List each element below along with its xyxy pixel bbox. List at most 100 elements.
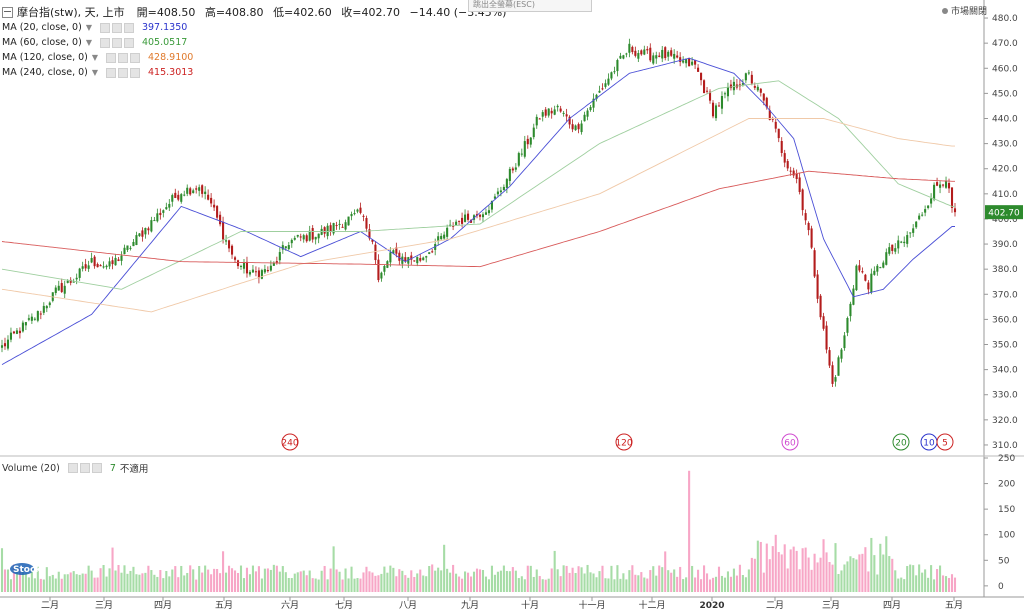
stock-logo: Stock [10, 563, 42, 575]
volume-bar [323, 565, 326, 592]
volume-bar [864, 547, 867, 592]
volume-bar [825, 552, 828, 592]
volume-bar [505, 570, 508, 592]
volume-bar [682, 579, 685, 592]
visibility-icon[interactable] [99, 37, 110, 48]
volume-bar [413, 576, 416, 592]
candle-body [377, 259, 380, 281]
volume-bar [738, 564, 741, 592]
indicator-value: 428.9100 [148, 51, 194, 63]
candle-body [311, 228, 314, 240]
candle-body [750, 74, 753, 84]
candle-body [153, 220, 156, 222]
indicator-buttons[interactable] [99, 37, 134, 48]
candle-body [198, 187, 201, 191]
volume-bar [723, 577, 727, 592]
volume-bar [272, 564, 275, 592]
indicator-row-ma240[interactable]: MA (240, close, 0) ▼ 415.3013 [2, 65, 512, 80]
candles [0, 38, 957, 388]
close-icon[interactable] [130, 52, 141, 63]
indicator-buttons[interactable] [106, 52, 141, 63]
indicator-buttons[interactable] [106, 67, 141, 78]
volume-bar [440, 570, 443, 592]
y-tick-label: 430.0 [992, 140, 1018, 150]
close-icon[interactable] [91, 463, 102, 473]
indicator-row-ma120[interactable]: MA (120, close, 0) ▼ 428.9100 [2, 50, 512, 65]
indicator-row-ma60[interactable]: MA (60, close, 0) ▼ 405.0517 [2, 35, 512, 50]
volume-bar [236, 572, 240, 592]
y-tick-label: 350.0 [992, 341, 1018, 351]
close-icon[interactable] [123, 22, 134, 33]
volume-bar [299, 571, 302, 592]
close-icon[interactable] [130, 67, 141, 78]
candle-body [33, 318, 36, 320]
chevron-down-icon[interactable]: ▼ [85, 22, 92, 32]
chevron-down-icon[interactable]: ▼ [85, 37, 92, 47]
volume-bar [401, 570, 404, 592]
visibility-icon[interactable] [106, 52, 117, 63]
candle-body [586, 110, 589, 117]
candle-body [239, 265, 243, 267]
volume-bar [819, 557, 822, 592]
settings-icon[interactable] [79, 463, 90, 473]
volume-bar [750, 557, 753, 592]
volume-bar [33, 578, 36, 592]
candle-body [195, 188, 198, 190]
candle-body [443, 234, 446, 239]
volume-bar [99, 568, 102, 592]
x-tick-label: 四月 [883, 600, 901, 611]
candle-body [726, 87, 729, 97]
volume-bar [643, 577, 646, 592]
visibility-icon[interactable] [67, 463, 78, 473]
visibility-icon[interactable] [106, 67, 117, 78]
volume-bar [813, 553, 816, 592]
candle-body [147, 228, 150, 231]
candle-body [144, 227, 147, 235]
volume-bar [493, 574, 496, 592]
x-tick-label: 二月 [766, 600, 784, 611]
candle-body [186, 187, 189, 194]
settings-icon[interactable] [118, 52, 129, 63]
volume-legend[interactable]: Volume (20) 7 不適用 [2, 461, 148, 476]
volume-bar [953, 577, 957, 592]
indicator-row-ma20[interactable]: MA (20, close, 0) ▼ 397.1350 [2, 20, 512, 35]
ma120-line [1, 118, 955, 313]
indicator-buttons[interactable] [99, 22, 134, 33]
chevron-down-icon[interactable]: ▼ [91, 52, 99, 62]
volume-bar [484, 576, 488, 592]
visibility-icon[interactable] [99, 22, 110, 33]
x-tick-label: 六月 [281, 599, 299, 611]
volume-bar [78, 574, 81, 592]
candle-body [493, 196, 496, 199]
candle-body [356, 209, 359, 212]
candle-body [714, 105, 718, 119]
volume-bar [260, 578, 263, 592]
market-status: 市場關閉 [942, 4, 987, 17]
volume-bar [795, 550, 798, 592]
settings-icon[interactable] [118, 67, 129, 78]
collapse-icon[interactable] [2, 6, 13, 18]
indicator-buttons[interactable] [67, 463, 102, 473]
volume-bar [559, 576, 562, 592]
candle-body [269, 265, 272, 271]
volume-bar [347, 578, 350, 592]
candle-body [380, 272, 383, 279]
indicator-value: 397.1350 [141, 21, 188, 33]
candle-body [42, 305, 45, 313]
volume-bar [583, 573, 586, 592]
candle-body [3, 343, 7, 347]
volume-bar [431, 564, 434, 592]
candle-body [368, 229, 371, 239]
close-icon[interactable] [123, 37, 134, 48]
fullscreen-hint[interactable]: 跳出全螢幕(ESC) [468, 0, 592, 12]
settings-icon[interactable] [111, 22, 122, 33]
chevron-down-icon[interactable]: ▼ [91, 67, 99, 77]
candle-body [589, 107, 592, 111]
volume-bar [891, 558, 894, 592]
candle-body [831, 365, 834, 384]
volume-bar [338, 571, 341, 592]
settings-icon[interactable] [111, 37, 122, 48]
candle-body [57, 285, 60, 291]
volume-bar [741, 575, 744, 592]
